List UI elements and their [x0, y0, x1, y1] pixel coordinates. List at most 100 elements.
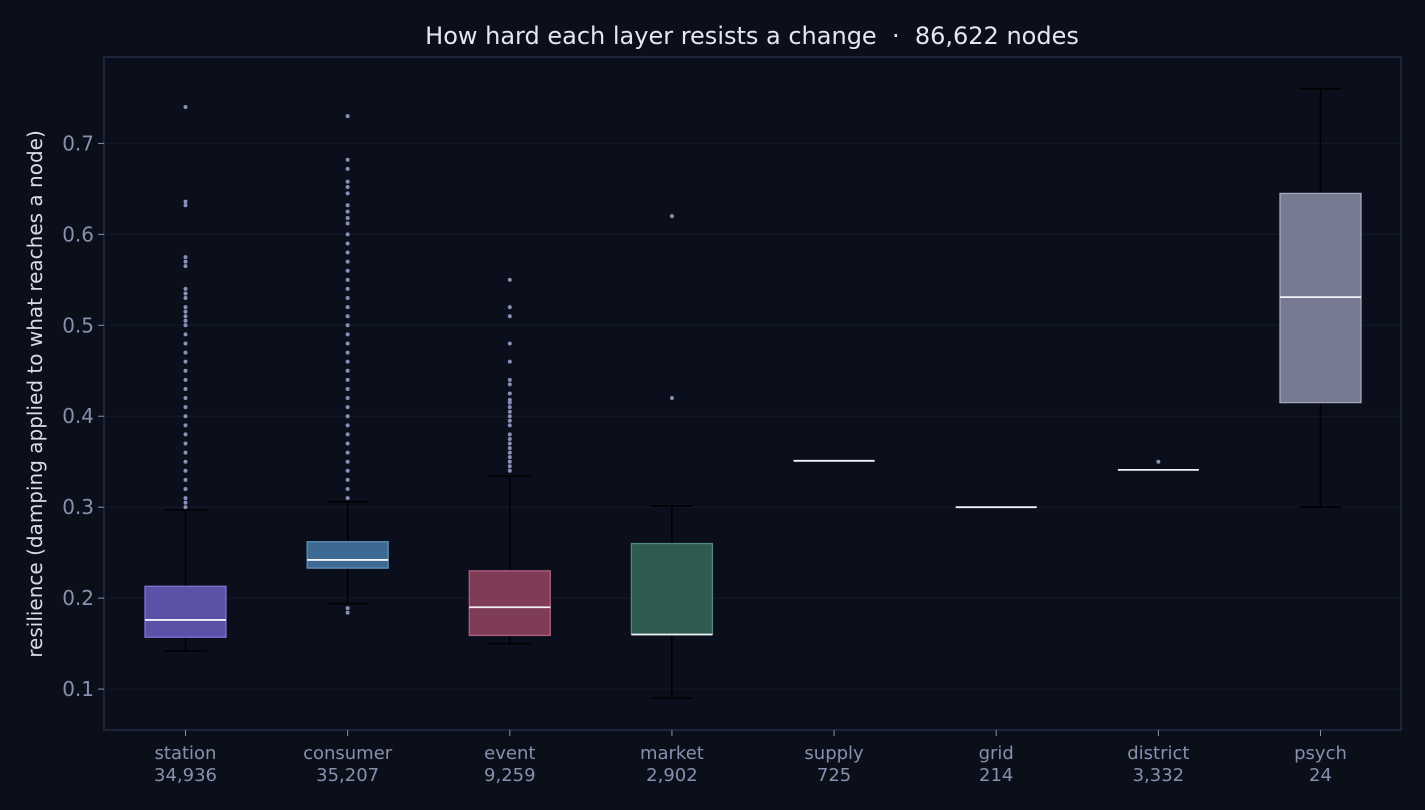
x-tick-label: market	[640, 743, 704, 764]
outlier-point	[345, 286, 350, 291]
x-tick-count: 35,207	[316, 765, 379, 786]
y-tick-label: 0.4	[62, 404, 94, 428]
x-tick-count: 214	[979, 765, 1013, 786]
outlier-point	[183, 505, 188, 510]
box-psych	[1279, 88, 1362, 508]
outlier-point	[345, 450, 350, 455]
grid-lines	[104, 142, 1401, 690]
outlier-point	[507, 436, 512, 441]
outlier-point	[345, 166, 350, 171]
outlier-point	[345, 606, 350, 611]
outlier-point	[345, 114, 350, 119]
x-tick-count: 725	[817, 765, 851, 786]
outlier-point	[345, 405, 350, 410]
outlier-point	[345, 359, 350, 364]
x-tick-label: district	[1127, 743, 1189, 764]
outlier-point	[183, 368, 188, 373]
outlier-point	[507, 423, 512, 428]
outlier-point	[183, 396, 188, 401]
outlier-point	[345, 468, 350, 473]
plot-area	[103, 56, 1402, 731]
outlier-point	[345, 314, 350, 319]
outlier-point	[183, 386, 188, 391]
outlier-point	[345, 496, 350, 501]
y-tick-label: 0.3	[62, 495, 94, 519]
y-axis-label: resilience (damping applied to what reac…	[23, 130, 47, 658]
box-consumer	[306, 114, 389, 615]
outlier-point	[345, 268, 350, 273]
outlier-point	[345, 610, 350, 615]
box-event	[468, 277, 551, 645]
y-tick-label: 0.7	[62, 131, 94, 155]
outlier-point	[183, 500, 188, 505]
outlier-point	[345, 414, 350, 419]
outlier-point	[345, 232, 350, 237]
iqr-box	[630, 542, 714, 636]
outlier-point	[345, 215, 350, 220]
outlier-point	[507, 464, 512, 469]
outlier-point	[345, 179, 350, 184]
outlier-point	[345, 296, 350, 301]
outlier-point	[183, 359, 188, 364]
x-tick-label: psych	[1294, 743, 1347, 764]
outlier-point	[183, 309, 188, 314]
outlier-point	[507, 277, 512, 282]
outlier-point	[669, 214, 674, 219]
outlier-point	[345, 305, 350, 310]
outlier-point	[183, 496, 188, 501]
outlier-point	[345, 157, 350, 162]
outlier-point	[345, 432, 350, 437]
outlier-point	[345, 277, 350, 282]
outlier-point	[669, 396, 674, 401]
outlier-point	[345, 477, 350, 482]
outlier-point	[345, 459, 350, 464]
x-tick-count: 2,902	[646, 765, 698, 786]
x-tick-count: 34,936	[154, 765, 217, 786]
x-tick-label: grid	[979, 743, 1014, 764]
outlier-point	[345, 185, 350, 190]
outlier-point	[183, 323, 188, 328]
outlier-point	[507, 314, 512, 319]
outlier-point	[507, 341, 512, 346]
outlier-point	[183, 199, 188, 204]
outlier-point	[345, 350, 350, 355]
chart-title: How hard each layer resists a change · 8…	[425, 22, 1079, 50]
x-tick-count: 3,332	[1133, 765, 1185, 786]
outlier-point	[183, 305, 188, 310]
y-tick-label: 0.2	[62, 586, 94, 610]
outlier-point	[183, 296, 188, 301]
outlier-point	[183, 203, 188, 208]
outlier-point	[183, 441, 188, 446]
outlier-point	[507, 391, 512, 396]
outlier-point	[507, 359, 512, 364]
outlier-point	[183, 468, 188, 473]
outlier-point	[183, 314, 188, 319]
outlier-point	[183, 377, 188, 382]
outlier-point	[183, 450, 188, 455]
x-tick-count: 24	[1309, 765, 1332, 786]
outlier-point	[183, 486, 188, 491]
y-tick-label: 0.1	[62, 677, 94, 701]
outlier-point	[345, 203, 350, 208]
outlier-point	[345, 191, 350, 196]
outlier-point	[345, 221, 350, 226]
outlier-point	[507, 446, 512, 451]
outlier-point	[1156, 459, 1161, 464]
outlier-point	[507, 455, 512, 460]
outlier-point	[183, 332, 188, 337]
outlier-point	[345, 377, 350, 382]
outlier-point	[345, 241, 350, 246]
outlier-point	[345, 209, 350, 214]
outlier-point	[183, 318, 188, 323]
box-station	[144, 105, 227, 652]
outlier-point	[183, 264, 188, 269]
outlier-point	[183, 105, 188, 110]
x-tick-label: supply	[804, 743, 864, 764]
y-axis-ticks: 0.1 0.2 0.3 0.4 0.5 0.6 0.7	[62, 131, 104, 701]
outlier-point	[507, 441, 512, 446]
iqr-box	[468, 570, 551, 637]
outlier-point	[507, 414, 512, 419]
outlier-point	[345, 341, 350, 346]
outlier-point	[183, 459, 188, 464]
